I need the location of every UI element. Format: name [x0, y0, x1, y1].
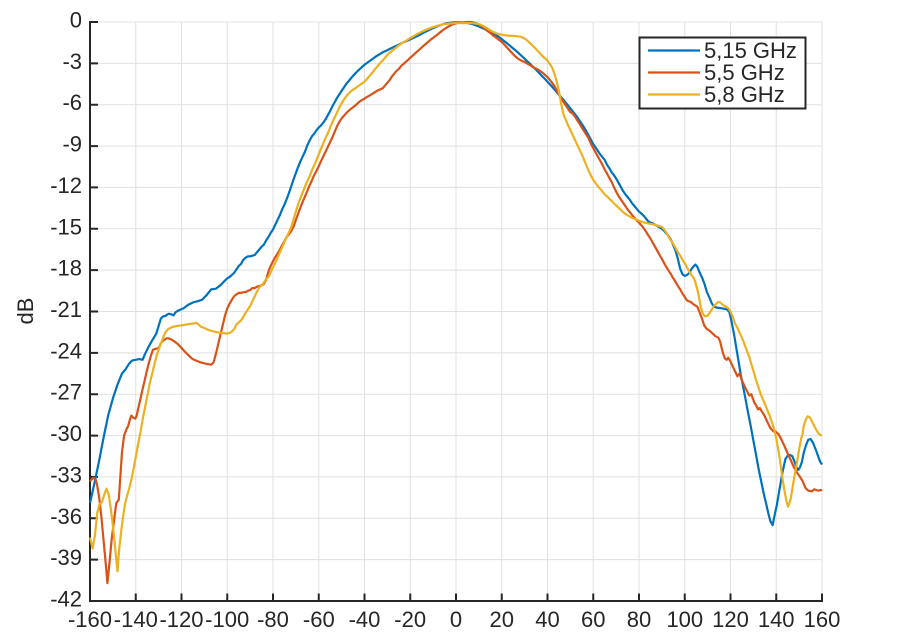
- svg-text:5,8 GHz: 5,8 GHz: [704, 82, 785, 107]
- svg-text:-33: -33: [50, 462, 82, 487]
- svg-text:-6: -6: [62, 90, 82, 115]
- svg-text:-80: -80: [257, 607, 289, 632]
- svg-text:100: 100: [666, 607, 703, 632]
- svg-text:-18: -18: [50, 256, 82, 281]
- svg-text:60: 60: [581, 607, 605, 632]
- svg-text:-24: -24: [50, 338, 82, 363]
- svg-text:40: 40: [535, 607, 559, 632]
- svg-text:-20: -20: [394, 607, 426, 632]
- svg-text:0: 0: [450, 607, 462, 632]
- svg-text:-36: -36: [50, 504, 82, 529]
- svg-text:-3: -3: [62, 49, 82, 74]
- svg-text:-160: -160: [68, 607, 112, 632]
- svg-text:120: 120: [712, 607, 749, 632]
- svg-text:-30: -30: [50, 421, 82, 446]
- svg-text:-120: -120: [159, 607, 203, 632]
- svg-text:-140: -140: [114, 607, 158, 632]
- svg-text:80: 80: [627, 607, 651, 632]
- svg-text:20: 20: [490, 607, 514, 632]
- svg-text:0: 0: [70, 8, 82, 33]
- svg-text:160: 160: [804, 607, 841, 632]
- svg-text:-42: -42: [50, 587, 82, 612]
- svg-text:-12: -12: [50, 173, 82, 198]
- svg-text:-40: -40: [349, 607, 381, 632]
- svg-text:-60: -60: [303, 607, 335, 632]
- svg-text:-9: -9: [62, 132, 82, 157]
- svg-text:-27: -27: [50, 380, 82, 405]
- svg-text:5,5 GHz: 5,5 GHz: [704, 60, 785, 85]
- svg-text:140: 140: [758, 607, 795, 632]
- svg-text:5,15 GHz: 5,15 GHz: [704, 38, 797, 63]
- svg-text:-100: -100: [205, 607, 249, 632]
- svg-text:-15: -15: [50, 214, 82, 239]
- svg-text:dB: dB: [13, 298, 38, 325]
- svg-text:-39: -39: [50, 545, 82, 570]
- svg-text:-21: -21: [50, 297, 82, 322]
